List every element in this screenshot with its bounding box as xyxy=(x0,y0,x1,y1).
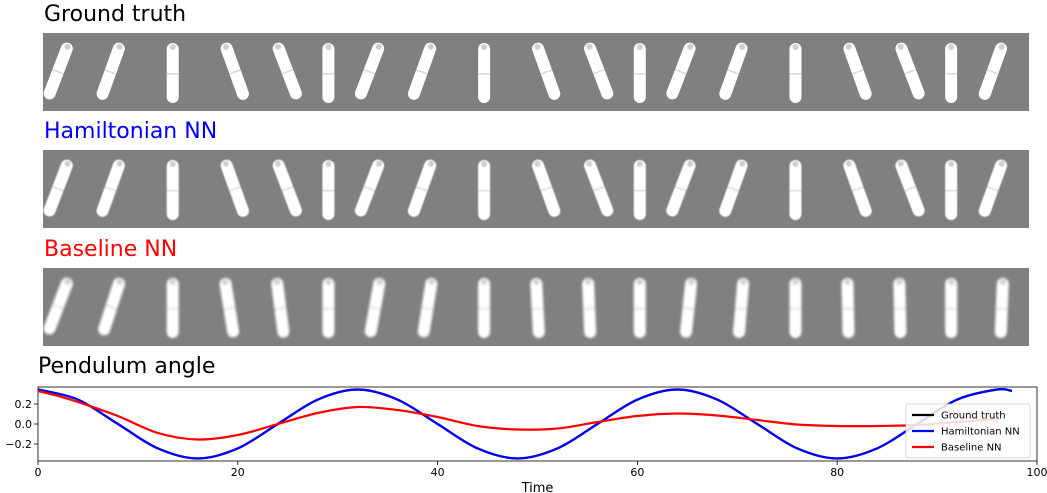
legend-label: Ground truth xyxy=(941,411,1006,422)
legend xyxy=(905,403,1031,459)
pendulum-frame xyxy=(895,42,925,100)
x-tick-label: 60 xyxy=(630,466,644,479)
series-line-ground-truth xyxy=(37,387,1013,460)
pendulum-frame xyxy=(220,42,249,100)
pendulum-frame xyxy=(666,159,696,217)
legend-label: Baseline NN xyxy=(941,443,1002,454)
pendulum-frame xyxy=(841,277,855,338)
pendulum-frame xyxy=(271,277,290,338)
pendulum-frame xyxy=(43,159,73,217)
pendulum-frame xyxy=(478,160,491,220)
pendulum-frame xyxy=(789,43,802,103)
x-axis-label: Time xyxy=(521,481,554,493)
pendulum-frame xyxy=(272,159,302,217)
pendulum-frame xyxy=(680,277,698,338)
panel-title-baseline-nn: Baseline NN xyxy=(44,237,178,262)
frames-strip-baseline-nn xyxy=(43,268,1029,346)
pendulum-frame xyxy=(532,42,561,100)
pendulum-frame xyxy=(789,278,802,338)
y-tick-label: 0.0 xyxy=(15,418,33,431)
pendulum-frame xyxy=(354,159,385,217)
pendulum-frame xyxy=(945,160,958,220)
pendulum-frame xyxy=(478,43,491,103)
frames-strip-ground-truth xyxy=(43,33,1029,111)
frames-strip-hamiltonian-nn xyxy=(43,150,1029,228)
pendulum-frame xyxy=(532,159,561,217)
pendulum-frame xyxy=(893,277,907,338)
pendulum-frame xyxy=(633,160,646,220)
pendulum-frame xyxy=(895,159,925,217)
pendulum-frame xyxy=(272,42,302,100)
pendulum-frame xyxy=(584,159,614,217)
pendulum-frame xyxy=(582,277,597,338)
pendulum-frame xyxy=(994,277,1009,338)
pendulum-frame xyxy=(789,160,802,220)
pendulum-frame xyxy=(719,42,748,100)
pendulum-frame xyxy=(43,277,73,335)
pendulum-frame xyxy=(322,160,335,220)
panel-title-ground-truth: Ground truth xyxy=(44,2,187,27)
pendulum-frame xyxy=(584,42,614,100)
pendulum-frame xyxy=(166,278,179,338)
plot-frame xyxy=(37,386,1038,462)
pendulum-frame xyxy=(530,277,545,338)
pendulum-frame xyxy=(633,43,646,103)
pendulum-frame xyxy=(407,159,437,217)
legend-label: Hamiltonian NN xyxy=(941,427,1020,438)
x-tick-label: 100 xyxy=(1027,466,1047,479)
y-tick-label: 0.2 xyxy=(15,398,33,411)
pendulum-frame xyxy=(322,43,335,103)
series-line-hamiltonian-nn xyxy=(37,387,1013,460)
pendulum-frame xyxy=(96,159,125,217)
series-line-baseline-nn xyxy=(37,389,998,441)
pendulum-frame xyxy=(843,159,872,217)
pendulum-frame xyxy=(364,277,386,338)
pendulum-frame xyxy=(166,160,179,220)
x-tick-label: 0 xyxy=(35,466,42,479)
pendulum-frame xyxy=(354,42,385,100)
pendulum-frame xyxy=(843,42,872,100)
pendulum-frame xyxy=(666,42,696,100)
pendulum-frame xyxy=(945,278,958,338)
panel-title-hamiltonian-nn: Hamiltonian NN xyxy=(44,119,218,144)
pendulum-frame xyxy=(478,278,491,338)
x-tick-label: 40 xyxy=(431,466,445,479)
pendulum-frame xyxy=(220,159,249,217)
pendulum-frame xyxy=(166,43,179,103)
pendulum-frame xyxy=(322,278,335,338)
y-tick-label: −0.2 xyxy=(5,438,32,451)
chart-title: Pendulum angle xyxy=(38,354,216,379)
pendulum-frame xyxy=(96,42,125,100)
x-tick-label: 80 xyxy=(830,466,844,479)
pendulum-frame xyxy=(945,43,958,103)
pendulum-frame xyxy=(407,42,437,100)
x-tick-label: 20 xyxy=(231,466,245,479)
pendulum-frame xyxy=(633,278,646,338)
pendulum-frame xyxy=(978,42,1008,100)
pendulum-frame xyxy=(978,159,1008,217)
pendulum-frame xyxy=(719,159,748,217)
pendulum-frame xyxy=(43,42,73,100)
pendulum-frame xyxy=(98,277,125,336)
pendulum-frame xyxy=(417,277,438,338)
pendulum-frame xyxy=(733,277,750,338)
pendulum-frame xyxy=(219,277,240,338)
